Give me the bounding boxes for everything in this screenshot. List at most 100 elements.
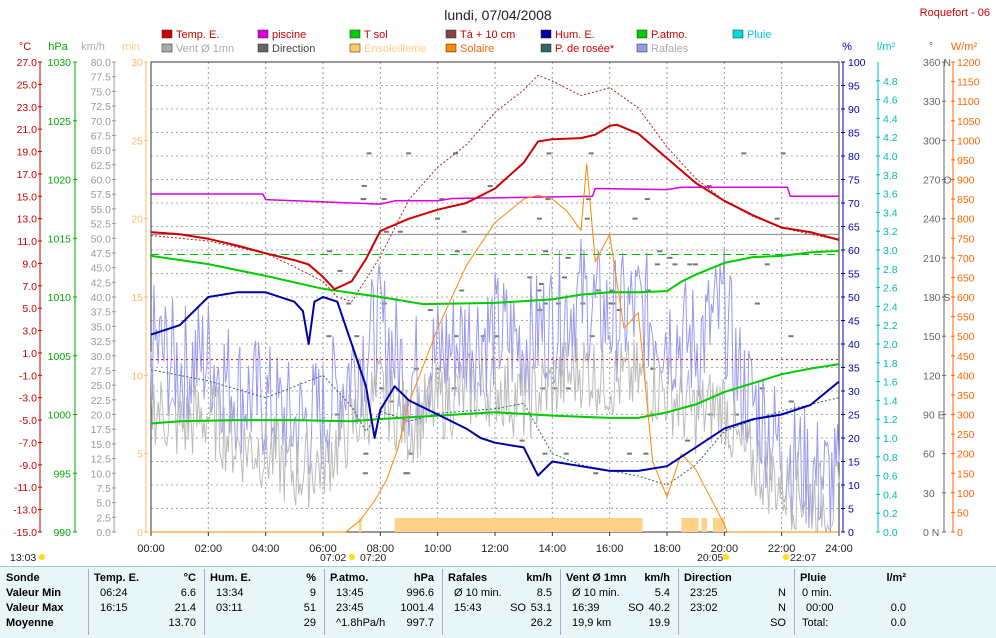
summary-col-rafales: Rafales km/h Ø 10 min. 8.5 15:43 SO 53.1 26.… (448, 567, 556, 638)
axis-tick-label: 300 (923, 135, 941, 147)
axis-tick-label: 240 (923, 214, 941, 226)
axis-tick-label: -7.0 (19, 437, 37, 449)
axis-tick-label: 10.0 (91, 468, 112, 480)
axis-tick-label: 950 (957, 155, 975, 167)
legend-swatch (161, 43, 173, 53)
axis-tick-label: 0.8 (883, 452, 898, 464)
sunshine-bar (358, 518, 362, 532)
summary-value: 21.4 (174, 602, 196, 614)
axis-unit: ° (929, 41, 933, 53)
series-p-de-ros-e- (150, 369, 840, 486)
axis-tick-label: 4.6 (883, 95, 898, 107)
axis-tick-label: 30.0 (91, 351, 112, 363)
summary-value: 40.2 (648, 602, 670, 614)
x-tick-label: 12:00 (481, 543, 509, 555)
axis-tick-label: 50 (957, 507, 969, 519)
x-tick-label: 24:00 (825, 543, 853, 555)
axis-tick-label: 2.8 (883, 264, 898, 276)
summary-value: 19.9 (648, 617, 670, 629)
axis-tick-label: 200 (957, 449, 975, 461)
axis-tick-label: 13.0 (17, 214, 38, 226)
legend-swatch (732, 29, 744, 39)
axis-tick-label: 65.0 (91, 145, 112, 157)
summary-value: N (778, 587, 786, 599)
summary-time: Ø 10 min. (454, 587, 502, 599)
axis-tick-label: 5.0 (22, 303, 37, 315)
axis-tick-label: 1.4 (883, 395, 898, 407)
axis-tick-label: 15.0 (91, 439, 112, 451)
axis-tick-label: 995 (53, 468, 71, 480)
chart-series (150, 74, 840, 533)
axis-tick-label: 0 N (923, 527, 939, 539)
summary-value: 6.6 (180, 587, 196, 599)
x-tick-label: 02:00 (195, 543, 223, 555)
axis-tick-label: 1.2 (883, 414, 898, 426)
axis-tick-label: 23.0 (17, 102, 38, 114)
axis-tick-label: 360 N (923, 57, 951, 69)
legend-swatch (540, 43, 552, 53)
axis-unit: km/h (81, 41, 105, 53)
sunshine-bar (701, 518, 708, 532)
series-hum-e- (150, 291, 840, 477)
legend-swatch (349, 29, 361, 39)
legend-swatch (636, 29, 648, 39)
axis-tick-label: 10 (848, 480, 860, 492)
axis-tick-label: 50 (848, 292, 860, 304)
chart-axes: 27.0 25.0 23.0 21.0 19.0 17.0 15.0 13.0 11.0 9.0 7… (13, 57, 980, 539)
x-tick-label: 14:00 (539, 543, 567, 555)
axis-tick-label: 0 (957, 527, 963, 539)
summary-col-patmo: P.atmo. hPa 13:45 996.6 23:45 1001.4 ^1.8hP… (330, 567, 438, 638)
axis-tick-label: 4.2 (883, 132, 898, 144)
axis-tick-label: 150 (923, 331, 941, 343)
sunshine-bar (681, 518, 699, 532)
summary-time: 06:24 (100, 587, 128, 599)
axis-tick-label: -11.0 (14, 482, 37, 494)
axis-tick-label: 2.5 (96, 512, 111, 524)
axis-tick-label: 2.6 (883, 283, 898, 295)
axis-tick-label: 17.0 (17, 169, 38, 181)
axis-tick-label: 1150 (957, 77, 980, 89)
legend-swatch (257, 43, 269, 53)
axis-tick-label: 1000 (957, 135, 981, 147)
summary-col-temp: Temp. E. °C 06:24 6.6 16:15 21.4 13.70 (94, 567, 200, 638)
axis-tick-label: 1.0 (883, 433, 898, 445)
summary-value: 13.70 (168, 617, 196, 629)
axis-tick-label: 32.5 (91, 336, 112, 348)
summary-unit: % (306, 572, 316, 584)
axis-tick-label: -3.0 (19, 393, 37, 405)
legend-label: Tà + 10 cm (460, 29, 515, 41)
axis-unit: W/m² (951, 41, 978, 53)
axis-tick-label: 40.0 (91, 292, 112, 304)
summary-time: Ø 10 min. (572, 587, 620, 599)
axis-tick-label: 990 (53, 527, 71, 539)
axis-tick-label: 0.4 (883, 489, 898, 501)
legend-label: Direction (272, 43, 315, 55)
legend-swatch (540, 29, 552, 39)
sun-icon (349, 554, 355, 560)
axis-tick-label: 60 (848, 245, 860, 257)
summary-col-pluie: Pluie l/m² 0 min. 00:00 0.0 Total: 0.0 (800, 567, 910, 638)
axis-tick-label: 70.0 (91, 116, 112, 128)
axis-tick-label: 800 (957, 214, 975, 226)
summary-value: 5.4 (654, 587, 670, 599)
axis-tick-label: 3.4 (883, 207, 898, 219)
series-vent (150, 337, 840, 533)
axis-tick-label: 47.5 (91, 248, 112, 260)
axis-unit: l/m² (877, 41, 896, 53)
summary-col-hum: Hum. E.% 13:34 9 03:11 51 29 (210, 567, 320, 638)
axis-tick-label: 3.8 (883, 170, 898, 182)
summary-time: 23:25 (690, 587, 718, 599)
axis-tick-label: 80.0 (91, 57, 112, 69)
legend-label: Solaire (460, 43, 494, 55)
sun-icon (723, 554, 729, 560)
legend-label: Pluie (747, 29, 771, 41)
summary-value: 0.0 (890, 617, 906, 629)
legend-label: P.atmo. (651, 29, 688, 41)
axis-tick-label: 0 (137, 527, 143, 539)
axis-tick-label: -1.0 (19, 370, 37, 382)
series-solaire (151, 163, 839, 533)
legend-label: Vent Ø 1mn (176, 43, 234, 55)
summary-value: 53.1 (530, 602, 552, 614)
axis-tick-label: 25.0 (91, 380, 112, 392)
summary-value: N (778, 602, 786, 614)
